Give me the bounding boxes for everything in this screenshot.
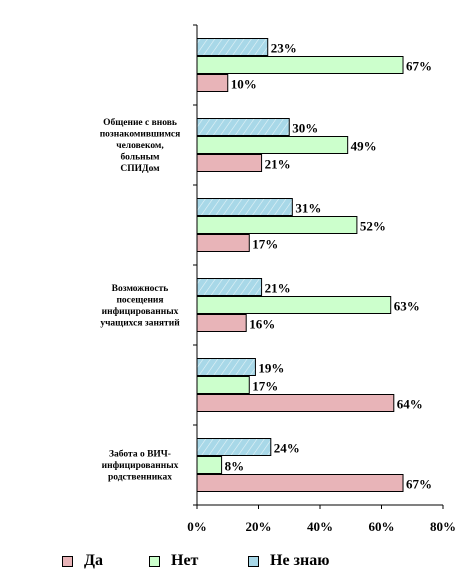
data-label-2-0: 31% — [295, 201, 321, 216]
data-label-5-0: 24% — [274, 441, 300, 456]
x-tick-label-0: 0% — [187, 519, 207, 534]
x-tick-label-4: 80% — [430, 519, 456, 534]
bar-5-1 — [196, 456, 223, 474]
category-label-1-2: человеком, — [116, 141, 164, 151]
legend-label-net: Нет — [171, 552, 199, 569]
data-label-2-2: 17% — [252, 237, 278, 252]
data-label-1-0: 30% — [292, 121, 318, 136]
legend-item-da: Да — [62, 552, 103, 570]
data-label-4-0: 19% — [258, 361, 284, 376]
category-label-5-0: Забота о ВИЧ- — [109, 449, 171, 460]
category-label-1-4: СПИДом — [120, 164, 160, 174]
data-label-3-0: 21% — [265, 281, 291, 296]
bar-1-0 — [196, 118, 290, 136]
legend-swatch-net — [149, 555, 160, 567]
legend-item-net: Нет — [149, 552, 198, 570]
category-label-1-3: больным — [121, 152, 160, 163]
data-label-3-1: 63% — [394, 299, 420, 314]
x-tick-label-3: 60% — [369, 519, 395, 534]
bar-4-2 — [196, 394, 395, 412]
bar-2-2 — [196, 234, 250, 252]
category-label-1-0: Общение с вновь — [103, 117, 177, 128]
bar-4-1 — [196, 376, 250, 394]
category-label-3-3: учащихся занятий — [100, 317, 180, 328]
bar-5-2 — [196, 474, 404, 492]
data-label-0-0: 23% — [271, 41, 297, 56]
legend-label-ne-znayu: Не знаю — [270, 552, 330, 569]
data-label-2-1: 52% — [360, 219, 386, 234]
category-label-5-2: родственниках — [108, 473, 172, 483]
x-tick-label-1: 20% — [246, 519, 272, 534]
chart-legend: Да Нет Не знаю — [0, 552, 468, 578]
legend-label-da: Да — [84, 552, 104, 569]
category-label-5-1: инфицированных — [102, 460, 179, 471]
bar-2-0 — [196, 198, 293, 216]
data-label-1-2: 21% — [265, 157, 291, 172]
bar-5-0 — [196, 438, 272, 456]
legend-swatch-ne-znayu — [248, 555, 259, 567]
bar-1-2 — [196, 154, 263, 172]
data-label-4-2: 64% — [397, 397, 423, 412]
data-label-0-1: 67% — [406, 59, 432, 74]
bar-3-0 — [196, 278, 263, 296]
data-label-1-1: 49% — [351, 139, 377, 154]
x-tick-label-2: 40% — [307, 519, 333, 534]
data-label-5-1: 8% — [225, 459, 245, 474]
bar-0-2 — [196, 74, 229, 92]
data-label-5-2: 67% — [406, 477, 432, 492]
bar-4-0 — [196, 358, 256, 376]
category-label-3-2: инфицированных — [102, 306, 179, 317]
bar-0-1 — [196, 56, 404, 74]
bar-0-0 — [196, 38, 269, 56]
bar-1-1 — [196, 136, 349, 154]
legend-swatch-da — [62, 555, 73, 567]
bar-3-1 — [196, 296, 392, 314]
data-label-3-2: 16% — [249, 317, 275, 332]
bar-3-2 — [196, 314, 247, 332]
bar-chart: 23% 67% 10% 30% 49% 21% Общение с вновь познако… — [100, 24, 456, 534]
bar-2-1 — [196, 216, 358, 234]
legend-item-ne-znayu: Не знаю — [248, 552, 329, 570]
category-label-3-1: посещения — [116, 295, 163, 305]
data-label-4-1: 17% — [252, 379, 278, 394]
data-label-0-2: 10% — [231, 77, 257, 92]
category-label-3-0: Возможность — [112, 284, 169, 294]
category-label-1-1: познакомившимся — [100, 130, 181, 140]
